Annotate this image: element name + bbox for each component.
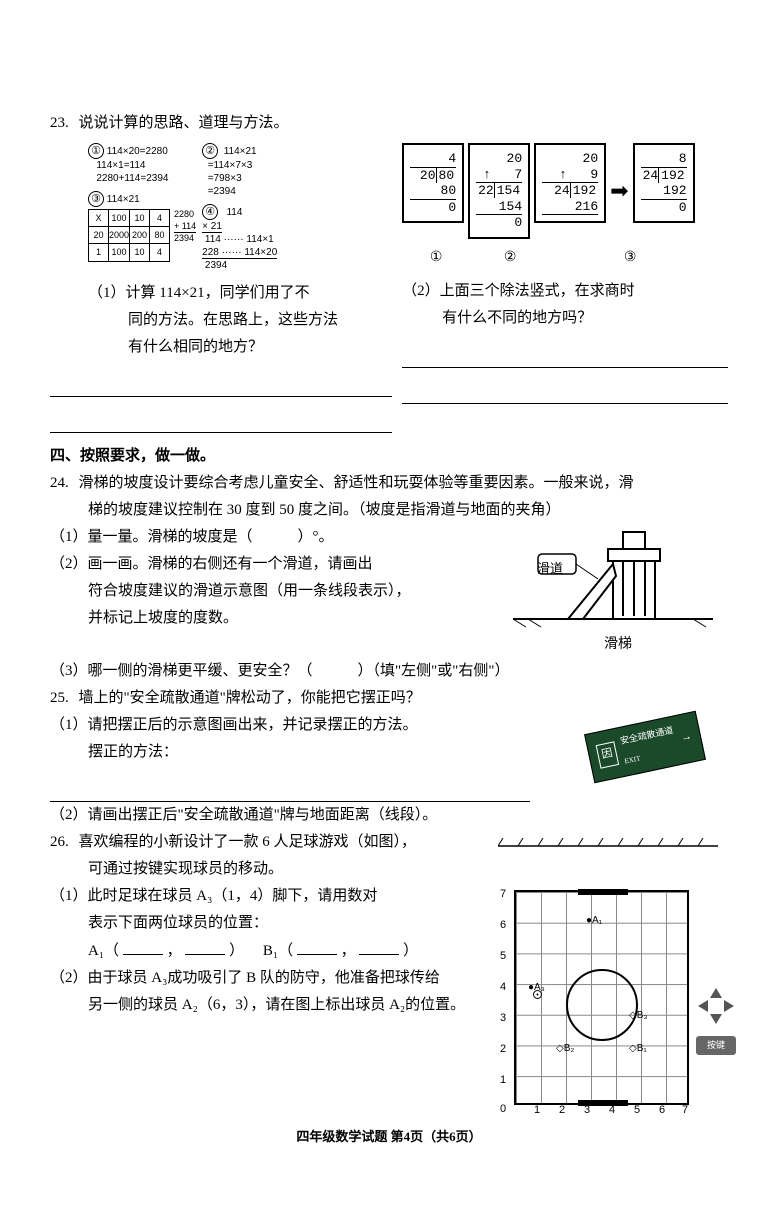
b2-l2: =798×3 [208, 173, 242, 184]
b4-r2: 228 ······ 114×20 [202, 247, 277, 259]
div-box-3b: 8 24192 192 0 [633, 143, 695, 223]
blank-input[interactable] [185, 937, 225, 955]
q26-p1-2: 表示下面两位球员的位置： [50, 910, 488, 937]
dpad-control: 按键 [696, 986, 736, 1054]
ts-l2: + 114 [174, 221, 196, 234]
q26-num: 26. [50, 834, 69, 850]
q25-num: 25. [50, 690, 69, 706]
b1-label: B₁（ [263, 943, 293, 959]
b4-mult: × 21 [202, 221, 222, 233]
player-b2: B₂ [564, 1043, 575, 1054]
div-box-1: 4 2080 80 0 [402, 143, 464, 223]
num-1: ① [402, 245, 470, 270]
b1-l3: 2280+114=2394 [96, 173, 168, 184]
b2-l3: =2394 [208, 186, 236, 197]
circ-4: ④ [202, 204, 218, 220]
page-footer: 四年级数学试题 第4页（共6页） [50, 1125, 728, 1148]
answer-line[interactable] [402, 376, 728, 404]
circ-1: ① [88, 143, 104, 159]
ball-icon [533, 990, 542, 999]
b2-l1: =114×7×3 [208, 160, 253, 171]
blank-input[interactable] [123, 937, 163, 955]
q23-2-text2: 有什么不同的地方吗？ [402, 305, 728, 332]
b3-head: 114×21 [107, 194, 140, 205]
dpad-label: 按键 [696, 1036, 736, 1054]
div-box-2: 20 ↑ 7 22154 154 0 [468, 143, 530, 239]
b4-head: 114 [226, 207, 242, 218]
q26-intro1: 喜欢编程的小新设计了一款 6 人足球游戏（如图）， [79, 834, 417, 850]
slide-label: 滑道 [440, 557, 660, 580]
close-paren: ） [229, 943, 244, 959]
q23-1-text2: 同的方法。在思路上，这些方法 [88, 307, 392, 334]
exit-icon: 因 [596, 741, 620, 768]
arrow-icon: ➡ [610, 171, 628, 211]
q25-p2: （2）请画出摆正后"安全疏散通道"牌与地面距离（线段）。 [50, 802, 728, 829]
sign-exit: EXIT [624, 754, 641, 765]
q23-title: 说说计算的思路、道理与方法。 [79, 115, 289, 131]
q23-1-text3: 有什么相同的地方？ [88, 334, 392, 361]
circ-2: ② [202, 143, 218, 159]
num-2: ② [470, 245, 550, 270]
q26-intro2: 可通过按键实现球员的移动。 [50, 856, 488, 883]
player-b3: B₃ [637, 1010, 648, 1021]
q26-p2-1: （2）由于球员 A₃成功吸引了 B 队的防守，他准备把球传给 [50, 965, 488, 992]
q23-1-text1: （1）计算 114×21，同学们用了不 [88, 280, 392, 307]
answer-line[interactable] [50, 774, 530, 802]
b2-head: 114×21 [224, 146, 257, 157]
b1-l1: 114×20=2280 [107, 146, 168, 157]
q25-title: 墙上的"安全疏散通道"牌松动了，你能把它摆正吗？ [79, 690, 421, 706]
ground-hatch [498, 838, 718, 850]
answer-line[interactable] [50, 405, 392, 433]
a1-label: A₁（ [88, 943, 119, 959]
q24-intro1: 滑梯的坡度设计要综合考虑儿童安全、舒适性和玩耍体验等重要因素。一般来说，滑 [79, 475, 634, 491]
ts-l3: 2394 [174, 233, 196, 245]
player-b1: B₁ [637, 1043, 647, 1054]
q24-intro2: 梯的坡度建议控制在 30 度到 50 度之间。（坡度是指滑道与地面的夹角） [50, 497, 728, 524]
sign-text: 安全疏散通道 [619, 724, 674, 745]
section-4-title: 四、按照要求，做一做。 [50, 443, 728, 470]
arrow-right-icon: → [679, 727, 694, 749]
answer-line[interactable] [402, 340, 728, 368]
q25-method-label: 摆正的方法： [50, 739, 588, 766]
q23-2-text1: （2）上面三个除法竖式，在求商时 [402, 278, 728, 305]
b1-l2: 114×1=114 [96, 160, 145, 171]
blank-input[interactable] [297, 937, 337, 955]
b4-r1: 114 ······ 114×1 [205, 234, 274, 245]
close-paren: ） [403, 943, 418, 959]
b4-r3: 2394 [205, 260, 227, 271]
player-a1: A₁ [592, 915, 602, 926]
num-3: ③ [550, 245, 710, 270]
comma: ， [341, 943, 356, 959]
mult-grid: X100104 20200020080 1100104 [88, 209, 170, 262]
answer-line[interactable] [50, 369, 392, 397]
q24-p2-2: 符合坡度建议的滑道示意图（用一条线段表示）， [50, 578, 508, 605]
comma: ， [167, 943, 182, 959]
q24-num: 24. [50, 475, 69, 491]
ts-l1: 2280 [174, 209, 196, 221]
q25-p1: （1）请把摆正后的示意图画出来，并记录摆正的方法。 [50, 712, 588, 739]
q24-p3: （3）哪一侧的滑梯更平缓、更安全？（ ）（填"左侧"或"右侧"） [50, 658, 728, 685]
soccer-field: ●A₁ ●A₃ ◇B₃ ◇B₂ ◇B₁ [514, 890, 689, 1105]
blank-input[interactable] [359, 937, 399, 955]
slide-under-label: 滑梯 [508, 632, 728, 657]
q24-p2-3: 并标记上坡度的度数。 [50, 605, 508, 632]
q24-p1: （1）量一量。滑梯的坡度是（ ）°。 [50, 524, 508, 551]
circ-3: ③ [88, 191, 104, 207]
q26-p1-1: （1）此时足球在球员 A₃（1，4）脚下，请用数对 [50, 883, 488, 910]
exit-sign: 因 安全疏散通道 EXIT → [584, 710, 706, 782]
q26-p2-2: 另一侧的球员 A₂（6，3），请在图上标出球员 A₂的位置。 [50, 992, 488, 1019]
q23-num: 23. [50, 115, 69, 131]
div-box-3a: 20 ↑ 9 24192 216 [534, 143, 606, 223]
